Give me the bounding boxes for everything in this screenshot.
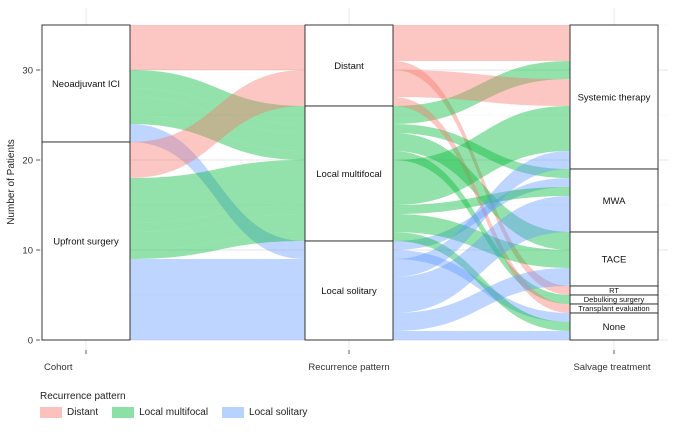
legend-item-local-solitary: Local solitary <box>222 407 307 418</box>
y-tick-label: 30 <box>22 66 33 77</box>
stratum-box-local-multifocal <box>304 105 394 242</box>
stratum-label-rt: RT <box>609 286 619 295</box>
flow-ribbon-distant <box>130 61 570 295</box>
stratum-box-mwa <box>569 168 659 233</box>
flow-ribbon-local-multifocal <box>130 232 570 331</box>
y-tick-label: 10 <box>22 246 33 257</box>
flow-ribbon-local-solitary <box>130 133 570 322</box>
stratum-box-tace <box>569 231 659 287</box>
legend-swatch-distant <box>40 407 62 418</box>
flow-ribbon-local-multifocal <box>130 61 570 124</box>
legend-label-local-multifocal: Local multifocal <box>139 407 209 418</box>
stratum-label-neoadjuvant-ici: Neoadjuvant ICI <box>52 79 120 90</box>
stratum-box-local-solitary <box>304 240 394 341</box>
x-axis: Cohort Recurrence pattern Salvage treatmen… <box>44 350 651 373</box>
stratum-box-distant <box>304 24 394 107</box>
flow-ribbon-local-multifocal <box>130 214 570 268</box>
stratum-label-upfront-surgery: Upfront surgery <box>53 237 119 248</box>
flow-ribbon-local-solitary <box>130 151 570 277</box>
stratum-box-neoadjuvant-ici <box>41 24 131 143</box>
legend-label-local-solitary: Local solitary <box>249 407 308 418</box>
stratum-label-mwa: MWA <box>603 196 627 207</box>
stratum-box-upfront-surgery <box>41 141 131 341</box>
y-tick-label: 20 <box>22 156 33 167</box>
stratum-label-systemic-therapy: Systemic therapy <box>578 93 651 104</box>
legend-swatch-local-solitary <box>222 407 245 418</box>
stratum-label-distant: Distant <box>334 61 364 72</box>
legend-label-distant: Distant <box>67 407 99 418</box>
y-axis: 0 10 20 30 <box>22 66 40 347</box>
legend-title: Recurrence pattern <box>40 391 126 402</box>
flow-ribbon-local-solitary <box>130 268 570 331</box>
stratum-label-local-multifocal: Local multifocal <box>316 169 381 180</box>
legend-items: Distant Local multifocal Local solitary <box>40 407 307 418</box>
alluvial-chart: Neoadjuvant ICI Upfront surgery Distant Loc… <box>6 8 668 373</box>
stratum-label-debulking-surgery: Debulking surgery <box>584 295 645 304</box>
stratum-label-none: None <box>603 322 626 333</box>
flow-ribbon-local-multifocal <box>130 97 570 250</box>
stratum-boxes: Neoadjuvant ICI Upfront surgery Distant Loc… <box>41 24 659 341</box>
stratum-label-local-solitary: Local solitary <box>321 286 377 297</box>
flow-ribbon-distant <box>130 70 570 169</box>
stratum-box-systemic-therapy <box>569 24 659 170</box>
legend-item-distant: Distant <box>40 407 98 418</box>
x-axis-label-recurrence-pattern: Recurrence pattern <box>308 362 389 373</box>
legend-swatch-local-multifocal <box>112 407 135 418</box>
y-axis-title: Number of Patients <box>6 139 17 225</box>
x-axis-label-salvage-treatment: Salvage treatment <box>573 362 650 373</box>
flow-ribbon-local-solitary <box>130 196 570 313</box>
stratum-label-transplant-evaluation: Transplant evaluation <box>578 304 649 313</box>
stratum-label-tace: TACE <box>602 255 627 266</box>
x-axis-label-cohort: Cohort <box>44 362 73 373</box>
stratum-box-none <box>569 312 659 341</box>
flow-ribbon-distant <box>130 97 570 313</box>
legend: Recurrence pattern Distant Local multifo… <box>40 391 307 418</box>
y-tick-label: 0 <box>28 336 33 347</box>
legend-item-local-multifocal: Local multifocal <box>112 407 208 418</box>
flow-ribbon-local-solitary <box>130 124 570 250</box>
